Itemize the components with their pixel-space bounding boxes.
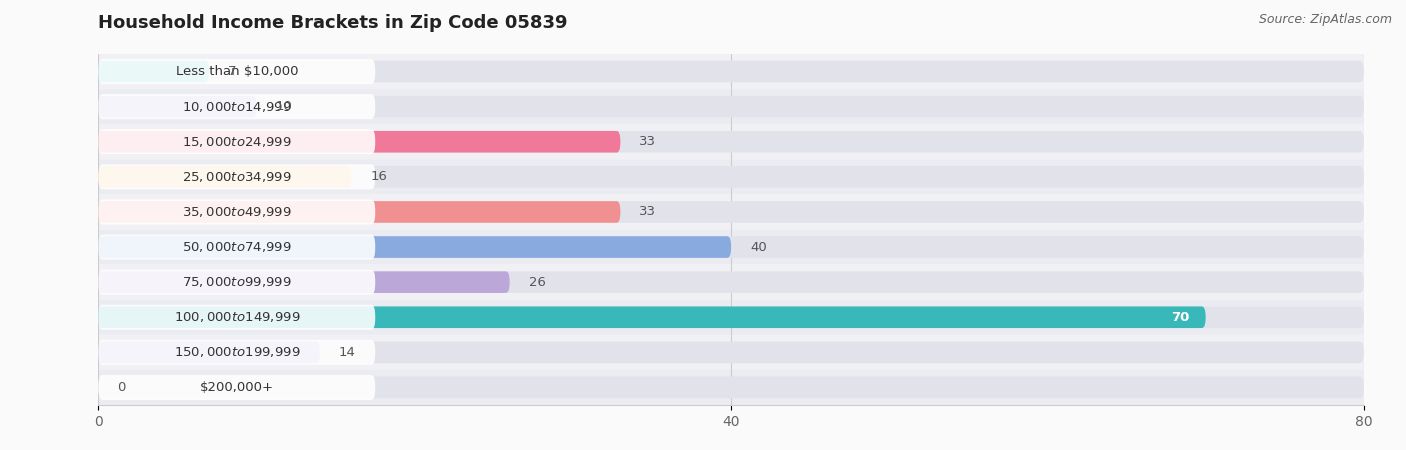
FancyBboxPatch shape <box>98 124 1364 159</box>
FancyBboxPatch shape <box>98 377 1364 398</box>
FancyBboxPatch shape <box>98 89 1364 124</box>
FancyBboxPatch shape <box>98 271 1364 293</box>
FancyBboxPatch shape <box>98 375 375 400</box>
Text: 7: 7 <box>228 65 236 78</box>
FancyBboxPatch shape <box>98 342 321 363</box>
Text: 16: 16 <box>371 171 388 183</box>
FancyBboxPatch shape <box>98 335 1364 370</box>
FancyBboxPatch shape <box>98 305 375 330</box>
Text: $50,000 to $74,999: $50,000 to $74,999 <box>181 240 291 254</box>
Text: 26: 26 <box>529 276 546 288</box>
FancyBboxPatch shape <box>98 166 1364 188</box>
Text: $200,000+: $200,000+ <box>200 381 274 394</box>
Text: Household Income Brackets in Zip Code 05839: Household Income Brackets in Zip Code 05… <box>98 14 568 32</box>
FancyBboxPatch shape <box>98 270 375 295</box>
Text: $25,000 to $34,999: $25,000 to $34,999 <box>181 170 291 184</box>
Text: $150,000 to $199,999: $150,000 to $199,999 <box>173 345 299 360</box>
Text: $35,000 to $49,999: $35,000 to $49,999 <box>181 205 291 219</box>
FancyBboxPatch shape <box>98 166 352 188</box>
Text: 0: 0 <box>118 381 125 394</box>
Text: $100,000 to $149,999: $100,000 to $149,999 <box>173 310 299 324</box>
Text: $10,000 to $14,999: $10,000 to $14,999 <box>181 99 291 114</box>
Text: $15,000 to $24,999: $15,000 to $24,999 <box>181 135 291 149</box>
FancyBboxPatch shape <box>98 61 1364 82</box>
Text: 10: 10 <box>276 100 292 113</box>
FancyBboxPatch shape <box>98 236 731 258</box>
FancyBboxPatch shape <box>98 265 1364 300</box>
Text: $75,000 to $99,999: $75,000 to $99,999 <box>181 275 291 289</box>
FancyBboxPatch shape <box>98 201 620 223</box>
FancyBboxPatch shape <box>98 236 1364 258</box>
FancyBboxPatch shape <box>98 96 1364 117</box>
Text: 14: 14 <box>339 346 356 359</box>
FancyBboxPatch shape <box>98 54 1364 89</box>
FancyBboxPatch shape <box>98 61 209 82</box>
Text: Less than $10,000: Less than $10,000 <box>176 65 298 78</box>
FancyBboxPatch shape <box>98 129 375 154</box>
FancyBboxPatch shape <box>98 234 375 260</box>
Text: 40: 40 <box>751 241 766 253</box>
FancyBboxPatch shape <box>98 306 1206 328</box>
FancyBboxPatch shape <box>98 131 620 153</box>
FancyBboxPatch shape <box>98 96 257 117</box>
FancyBboxPatch shape <box>98 370 1364 405</box>
Text: 70: 70 <box>1171 311 1189 324</box>
FancyBboxPatch shape <box>98 131 1364 153</box>
Text: 33: 33 <box>640 206 657 218</box>
FancyBboxPatch shape <box>98 306 1364 328</box>
FancyBboxPatch shape <box>98 199 375 225</box>
FancyBboxPatch shape <box>98 59 375 84</box>
FancyBboxPatch shape <box>98 201 1364 223</box>
FancyBboxPatch shape <box>98 159 1364 194</box>
FancyBboxPatch shape <box>98 194 1364 230</box>
FancyBboxPatch shape <box>98 340 375 365</box>
FancyBboxPatch shape <box>98 342 1364 363</box>
FancyBboxPatch shape <box>98 94 375 119</box>
FancyBboxPatch shape <box>98 300 1364 335</box>
Text: 33: 33 <box>640 135 657 148</box>
FancyBboxPatch shape <box>98 230 1364 265</box>
FancyBboxPatch shape <box>98 271 510 293</box>
FancyBboxPatch shape <box>98 164 375 189</box>
Text: Source: ZipAtlas.com: Source: ZipAtlas.com <box>1258 14 1392 27</box>
